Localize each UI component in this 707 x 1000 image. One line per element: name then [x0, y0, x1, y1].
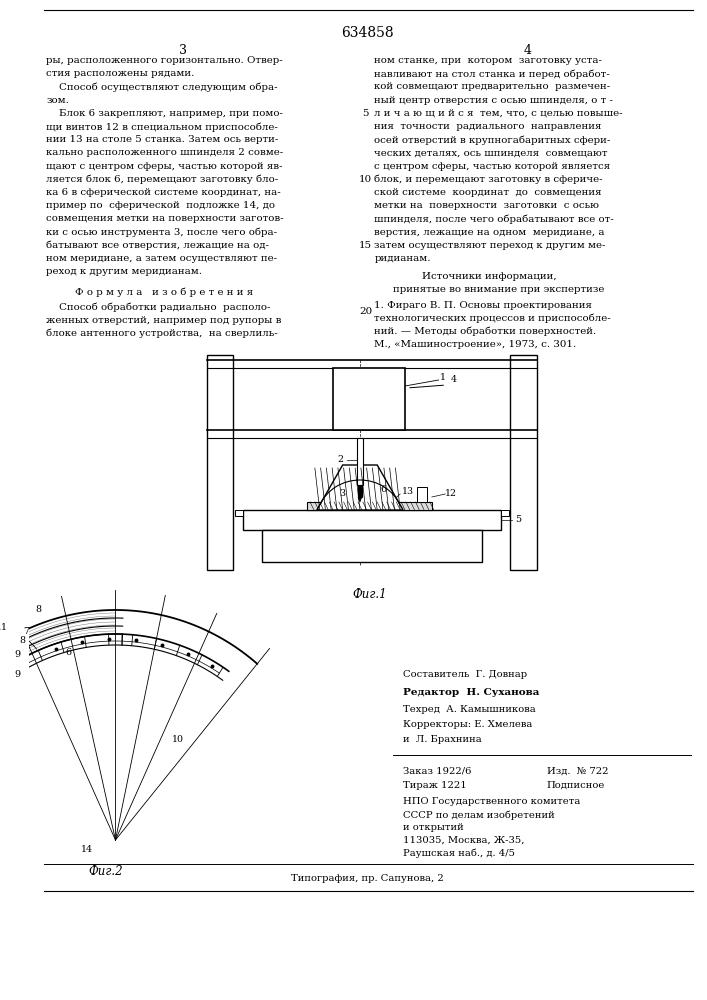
- Text: и открытий: и открытий: [403, 823, 464, 832]
- Text: 1. Фираго В. П. Основы проектирования: 1. Фираго В. П. Основы проектирования: [374, 301, 592, 310]
- Text: 15: 15: [359, 241, 373, 250]
- Text: батывают все отверстия, лежащие на од-: батывают все отверстия, лежащие на од-: [47, 241, 269, 250]
- Text: шпинделя, после чего обрабатывают все от-: шпинделя, после чего обрабатывают все от…: [374, 214, 614, 224]
- Bar: [501, 510, 508, 516]
- Text: Составитель  Г. Довнар: Составитель Г. Довнар: [403, 670, 527, 679]
- Text: 6: 6: [381, 486, 387, 494]
- Bar: [358, 485, 362, 497]
- Text: и  Л. Брахнина: и Л. Брахнина: [403, 735, 482, 744]
- Text: зом.: зом.: [47, 96, 69, 105]
- Text: 9: 9: [14, 650, 21, 659]
- Bar: [357, 438, 363, 485]
- Text: женных отверстий, например под рупоры в: женных отверстий, например под рупоры в: [47, 316, 282, 325]
- Text: ляется блок 6, перемещают заготовку бло-: ляется блок 6, перемещают заготовку бло-: [47, 175, 279, 184]
- Text: 5: 5: [363, 109, 369, 118]
- Text: ния  точности  радиального  направления: ния точности радиального направления: [374, 122, 602, 131]
- Text: Фиг.2: Фиг.2: [88, 865, 123, 878]
- Text: Способ обработки радиально  располо-: Способ обработки радиально располо-: [47, 303, 271, 312]
- Text: 9: 9: [14, 670, 21, 679]
- Text: осей отверстий в крупногабаритных сфери-: осей отверстий в крупногабаритных сфери-: [374, 135, 611, 145]
- Text: ческих деталях, ось шпинделя  совмещают: ческих деталях, ось шпинделя совмещают: [374, 148, 608, 157]
- Text: Типография, пр. Сапунова, 2: Типография, пр. Сапунова, 2: [291, 874, 444, 883]
- Text: ридианам.: ридианам.: [374, 254, 431, 263]
- Text: НПО Государственного комитета: НПО Государственного комитета: [403, 797, 580, 806]
- Text: 2: 2: [338, 456, 344, 464]
- Text: 4: 4: [524, 44, 532, 57]
- Bar: [235, 510, 243, 516]
- Text: 4: 4: [451, 375, 457, 384]
- Text: ном станке, при  котором  заготовку уста-: ном станке, при котором заготовку уста-: [374, 56, 602, 65]
- Text: совмещения метки на поверхности заготов-: совмещения метки на поверхности заготов-: [47, 214, 284, 223]
- Bar: [262, 530, 481, 562]
- Text: Заказ 1922/6: Заказ 1922/6: [403, 767, 472, 776]
- Text: щают с центром сферы, частью которой яв-: щают с центром сферы, частью которой яв-: [47, 162, 283, 171]
- Text: Изд.  № 722: Изд. № 722: [547, 767, 609, 776]
- Text: Источники информации,: Источники информации,: [422, 272, 557, 281]
- Bar: [510, 355, 537, 570]
- Text: ки с осью инструмента 3, после чего обра-: ки с осью инструмента 3, после чего обра…: [47, 228, 278, 237]
- Text: 14: 14: [81, 846, 93, 854]
- Text: Корректоры: Е. Хмелева: Корректоры: Е. Хмелева: [403, 720, 532, 729]
- Text: ка 6 в сферической системе координат, на-: ка 6 в сферической системе координат, на…: [47, 188, 281, 197]
- Bar: [308, 502, 432, 510]
- Text: Блок 6 закрепляют, например, при помо-: Блок 6 закрепляют, например, при помо-: [47, 109, 284, 118]
- Text: кой совмещают предварительно  размечен-: кой совмещают предварительно размечен-: [374, 82, 611, 91]
- Text: Техред  А. Камышникова: Техред А. Камышникова: [403, 705, 536, 714]
- Polygon shape: [317, 465, 403, 510]
- Text: ный центр отверстия с осью шпинделя, о т -: ный центр отверстия с осью шпинделя, о т…: [374, 96, 613, 105]
- Text: 11: 11: [0, 623, 8, 632]
- Text: 13: 13: [402, 488, 414, 496]
- Text: Ф о р м у л а   и з о б р е т е н и я: Ф о р м у л а и з о б р е т е н и я: [75, 287, 253, 297]
- Text: 5: 5: [515, 516, 521, 524]
- Text: щи винтов 12 в специальном приспособле-: щи винтов 12 в специальном приспособле-: [47, 122, 279, 131]
- Text: 3: 3: [179, 44, 187, 57]
- Text: 3: 3: [339, 488, 346, 497]
- Text: 20: 20: [359, 307, 373, 316]
- Polygon shape: [358, 497, 362, 502]
- Text: Редактор  Н. Суханова: Редактор Н. Суханова: [403, 688, 539, 697]
- Text: Способ осуществляют следующим обра-: Способ осуществляют следующим обра-: [47, 82, 278, 92]
- Text: 10: 10: [359, 175, 373, 184]
- Text: Подписное: Подписное: [547, 781, 605, 790]
- Text: с центром сферы, частью которой является: с центром сферы, частью которой является: [374, 162, 610, 171]
- Text: Фиг.1: Фиг.1: [352, 588, 387, 601]
- Text: СССР по делам изобретений: СССР по делам изобретений: [403, 810, 555, 820]
- Text: 6: 6: [66, 648, 71, 657]
- Text: ры, расположенного горизонтально. Отвер-: ры, расположенного горизонтально. Отвер-: [47, 56, 284, 65]
- Text: 12: 12: [445, 489, 457, 498]
- Text: верстия, лежащие на одном  меридиане, а: верстия, лежащие на одном меридиане, а: [374, 228, 604, 237]
- Text: блок, и перемещают заготовку в сфериче-: блок, и перемещают заготовку в сфериче-: [374, 175, 603, 184]
- Text: кально расположенного шпинделя 2 совме-: кально расположенного шпинделя 2 совме-: [47, 148, 284, 157]
- Text: л и ч а ю щ и й с я  тем, что, с целью повыше-: л и ч а ю щ и й с я тем, что, с целью по…: [374, 109, 623, 118]
- Text: 113035, Москва, Ж-35,: 113035, Москва, Ж-35,: [403, 836, 525, 845]
- Bar: [206, 355, 233, 570]
- Bar: [333, 368, 405, 430]
- Text: стия расположены рядами.: стия расположены рядами.: [47, 69, 195, 78]
- Text: 7: 7: [23, 627, 30, 636]
- Bar: [243, 510, 501, 530]
- Text: 10: 10: [172, 736, 184, 744]
- Text: ном меридиане, а затем осуществляют пе-: ном меридиане, а затем осуществляют пе-: [47, 254, 278, 263]
- Text: ской системе  координат  до  совмещения: ской системе координат до совмещения: [374, 188, 602, 197]
- Text: метки на  поверхности  заготовки  с осью: метки на поверхности заготовки с осью: [374, 201, 600, 210]
- Text: пример по  сферической  подложке 14, до: пример по сферической подложке 14, до: [47, 201, 276, 210]
- Text: 634858: 634858: [341, 26, 394, 40]
- Text: Тираж 1221: Тираж 1221: [403, 781, 467, 790]
- Text: технологических процессов и приспособле-: технологических процессов и приспособле-: [374, 314, 611, 323]
- Text: реход к другим меридианам.: реход к другим меридианам.: [47, 267, 202, 276]
- Text: Раушская наб., д. 4/5: Раушская наб., д. 4/5: [403, 849, 515, 858]
- Text: 1: 1: [440, 373, 446, 382]
- Text: 8: 8: [19, 636, 25, 645]
- Text: ний. — Методы обработки поверхностей.: ний. — Методы обработки поверхностей.: [374, 327, 597, 336]
- Text: нии 13 на столе 5 станка. Затем ось верти-: нии 13 на столе 5 станка. Затем ось верт…: [47, 135, 279, 144]
- Text: затем осуществляют переход к другим ме-: затем осуществляют переход к другим ме-: [374, 241, 606, 250]
- Text: принятые во внимание при экспертизе: принятые во внимание при экспертизе: [394, 285, 605, 294]
- Bar: [417, 487, 427, 502]
- Text: М., «Машиностроение», 1973, с. 301.: М., «Машиностроение», 1973, с. 301.: [374, 340, 577, 349]
- Text: навливают на стол станка и перед обработ-: навливают на стол станка и перед обработ…: [374, 69, 610, 79]
- Text: 8: 8: [35, 605, 42, 614]
- Text: блоке антенного устройства,  на сверлиль-: блоке антенного устройства, на сверлиль-: [47, 329, 278, 338]
